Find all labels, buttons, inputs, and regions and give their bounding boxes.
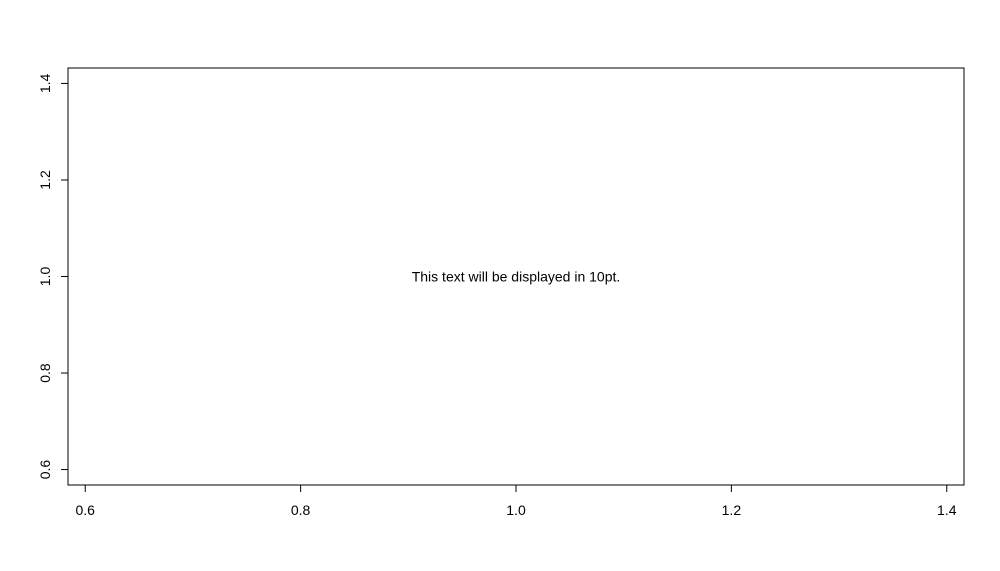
x-tick-label: 1.4 xyxy=(937,502,957,518)
y-axis: 0.6 0.8 1.0 1.2 1.4 xyxy=(37,74,69,480)
annotation-layer: This text will be displayed in 10pt. xyxy=(412,269,621,285)
y-tick-label: 0.6 xyxy=(37,460,53,480)
x-tick-label: 1.2 xyxy=(722,502,742,518)
x-axis: 0.6 0.8 1.0 1.2 1.4 xyxy=(75,484,957,518)
x-tick-label: 0.8 xyxy=(291,502,311,518)
annotation-text: This text will be displayed in 10pt. xyxy=(412,269,621,285)
y-tick-label: 1.4 xyxy=(37,74,53,94)
y-tick-label: 0.8 xyxy=(37,363,53,383)
y-tick-label: 1.2 xyxy=(37,170,53,190)
x-tick-label: 1.0 xyxy=(506,502,526,518)
x-tick-label: 0.6 xyxy=(75,502,95,518)
y-tick-label: 1.0 xyxy=(37,267,53,287)
